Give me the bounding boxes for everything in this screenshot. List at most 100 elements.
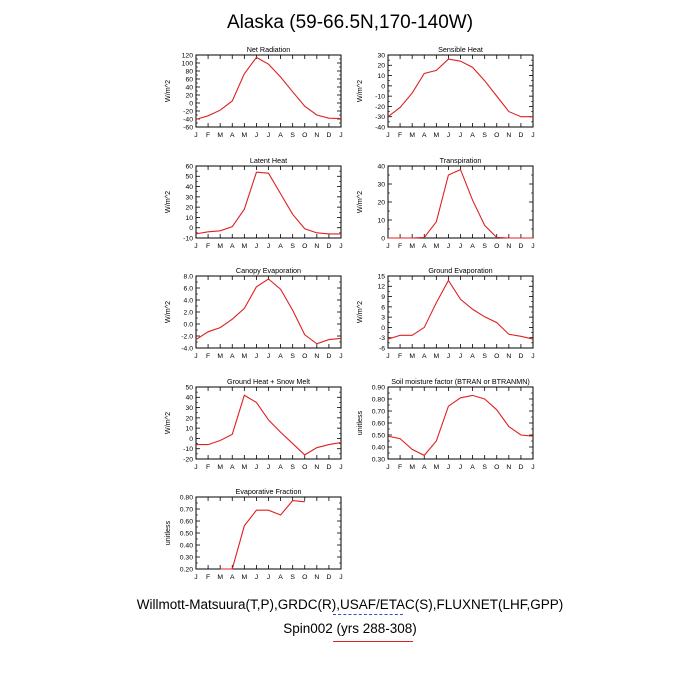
y-tick-label: 2.0	[184, 309, 194, 316]
x-tick-label: M	[241, 464, 247, 471]
y-axis-label: W/m^2	[355, 301, 364, 323]
page-title: Alaska (59-66.5N,170-140W)	[226, 12, 474, 33]
series-line	[388, 168, 533, 239]
model-legend-line	[333, 641, 413, 642]
x-tick-label: D	[518, 132, 523, 139]
x-tick-label: J	[447, 353, 450, 360]
x-tick-label: M	[241, 243, 247, 250]
y-tick-label: 40	[377, 163, 385, 170]
x-tick-label: J	[339, 353, 342, 360]
series-line	[387, 279, 534, 340]
x-tick-label: O	[494, 243, 499, 250]
x-tick-label: J	[531, 132, 534, 139]
y-tick-label: 0.80	[180, 494, 193, 501]
x-tick-label: M	[217, 132, 223, 139]
x-tick-label: O	[302, 132, 307, 139]
y-tick-label: -40	[183, 116, 193, 123]
x-tick-label: A	[470, 132, 475, 139]
x-tick-label: N	[314, 464, 319, 471]
y-tick-label: 0.70	[372, 408, 385, 415]
y-axis-label: W/m^2	[163, 412, 172, 434]
x-tick-label: M	[409, 132, 415, 139]
series-line	[195, 278, 342, 345]
plot-frame	[195, 496, 342, 570]
y-tick-label: 40	[185, 395, 193, 402]
x-tick-label: J	[339, 132, 342, 139]
x-tick-label: M	[433, 353, 439, 360]
x-tick-label: O	[494, 132, 499, 139]
x-tick-label: M	[217, 574, 223, 581]
y-tick-label: 0.60	[180, 518, 193, 525]
y-tick-label: 0.0	[184, 321, 194, 328]
series-line	[387, 394, 534, 457]
y-tick-label: 30	[377, 181, 385, 188]
x-tick-label: M	[433, 464, 439, 471]
y-tick-label: 0.60	[372, 420, 385, 427]
plot-frame	[195, 275, 342, 349]
x-tick-label: A	[470, 243, 475, 250]
y-tick-label: 40	[185, 184, 193, 191]
y-tick-label: 120	[182, 52, 194, 59]
footer-case-text: Spin002 (yrs 288-308)	[283, 621, 417, 636]
y-tick-label: -20	[375, 104, 385, 111]
y-tick-label: -4.0	[181, 345, 193, 352]
x-tick-label: D	[326, 243, 331, 250]
x-tick-label: J	[386, 132, 389, 139]
x-tick-label: J	[531, 464, 534, 471]
x-tick-label: J	[459, 464, 462, 471]
x-tick-label: J	[267, 132, 270, 139]
x-tick-label: O	[302, 353, 307, 360]
y-tick-label: 100	[182, 60, 194, 67]
y-axis-label: W/m^2	[163, 191, 172, 213]
y-tick-label: -6	[379, 345, 385, 352]
x-tick-label: D	[326, 132, 331, 139]
x-tick-label: S	[290, 132, 295, 139]
y-tick-label: 0.80	[372, 396, 385, 403]
x-tick-label: D	[326, 464, 331, 471]
y-tick-label: 40	[185, 84, 193, 91]
y-tick-label: 9	[381, 294, 385, 301]
x-tick-label: S	[290, 353, 295, 360]
y-tick-label: 15	[377, 273, 385, 280]
y-axis-label: unitless	[163, 520, 172, 545]
x-tick-label: J	[267, 574, 270, 581]
x-tick-label: O	[494, 464, 499, 471]
series-line	[387, 58, 533, 118]
y-tick-label: 0.50	[372, 432, 385, 439]
x-tick-label: A	[230, 243, 235, 250]
y-tick-label: -60	[183, 124, 193, 131]
y-tick-label: 60	[185, 163, 193, 170]
x-tick-label: F	[398, 353, 402, 360]
x-tick-label: A	[422, 132, 427, 139]
x-tick-label: S	[482, 132, 487, 139]
y-tick-label: 4.0	[184, 297, 194, 304]
x-tick-label: J	[339, 464, 342, 471]
y-tick-label: 0	[189, 225, 193, 232]
panel-title: Transpiration	[440, 156, 482, 165]
y-tick-label: 20	[185, 92, 193, 99]
x-tick-label: J	[194, 464, 197, 471]
y-tick-label: 20	[185, 415, 193, 422]
x-tick-label: J	[386, 464, 389, 471]
plot-frame	[387, 165, 534, 239]
series-line	[195, 56, 342, 120]
x-tick-label: A	[422, 243, 427, 250]
footer-observations-text: Willmott-Matsuura(T,P),GRDC(R),USAF/ETAC…	[136, 597, 564, 612]
x-tick-label: J	[447, 243, 450, 250]
x-tick-label: M	[217, 243, 223, 250]
y-tick-label: 80	[185, 68, 193, 75]
y-tick-label: 0	[189, 436, 193, 443]
series-line	[196, 394, 342, 456]
x-tick-label: J	[386, 243, 389, 250]
x-tick-label: A	[278, 243, 283, 250]
x-tick-label: A	[278, 574, 283, 581]
x-tick-label: F	[398, 243, 402, 250]
chart-panel-8: Soil moisture factor (BTRAN or BTRANMN) u…	[355, 377, 535, 471]
y-tick-label: 8.0	[184, 273, 194, 280]
x-tick-label: A	[230, 353, 235, 360]
y-tick-label: 50	[185, 174, 193, 181]
y-tick-label: 10	[377, 73, 385, 80]
y-axis-label: W/m^2	[163, 80, 172, 102]
